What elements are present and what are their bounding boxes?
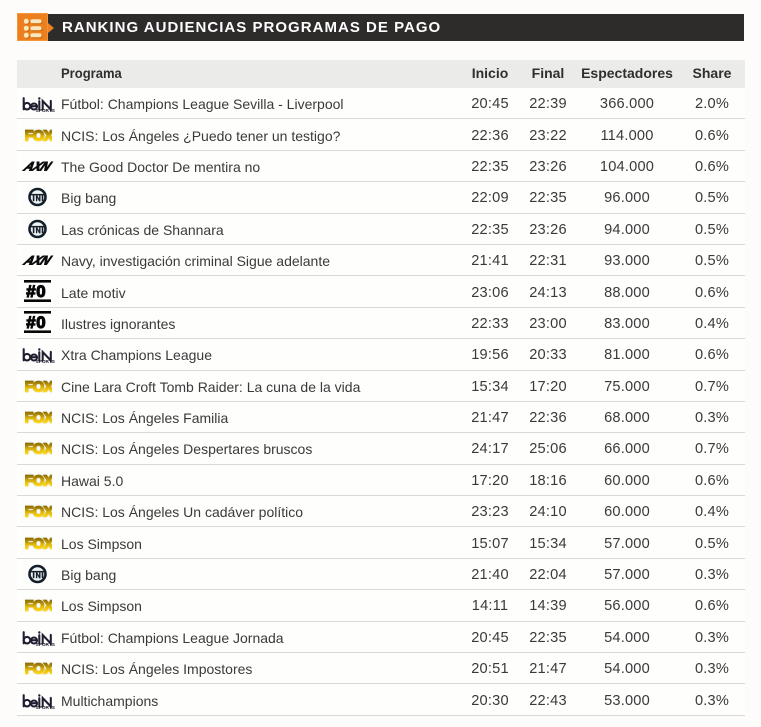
svg-text:SPORTS: SPORTS bbox=[36, 642, 55, 646]
svg-text:FOX: FOX bbox=[25, 505, 52, 518]
svg-text:SPORTS: SPORTS bbox=[36, 360, 55, 364]
svg-text:SPORTS: SPORTS bbox=[36, 108, 55, 112]
svg-text:AXN: AXN bbox=[22, 254, 54, 266]
svg-text:#0: #0 bbox=[26, 313, 46, 332]
svg-text:FOX: FOX bbox=[25, 128, 52, 141]
svg-text:FOX: FOX bbox=[25, 599, 52, 612]
svg-text:#0: #0 bbox=[26, 282, 46, 301]
svg-text:FOX: FOX bbox=[25, 536, 52, 549]
svg-text:AXN: AXN bbox=[22, 160, 54, 172]
svg-text:FOX: FOX bbox=[25, 442, 52, 455]
svg-text:FOX: FOX bbox=[25, 379, 52, 392]
svg-text:FOX: FOX bbox=[25, 411, 52, 424]
svg-text:FOX: FOX bbox=[25, 662, 52, 675]
svg-text:FOX: FOX bbox=[25, 473, 52, 486]
svg-text:SPORTS: SPORTS bbox=[36, 705, 55, 709]
